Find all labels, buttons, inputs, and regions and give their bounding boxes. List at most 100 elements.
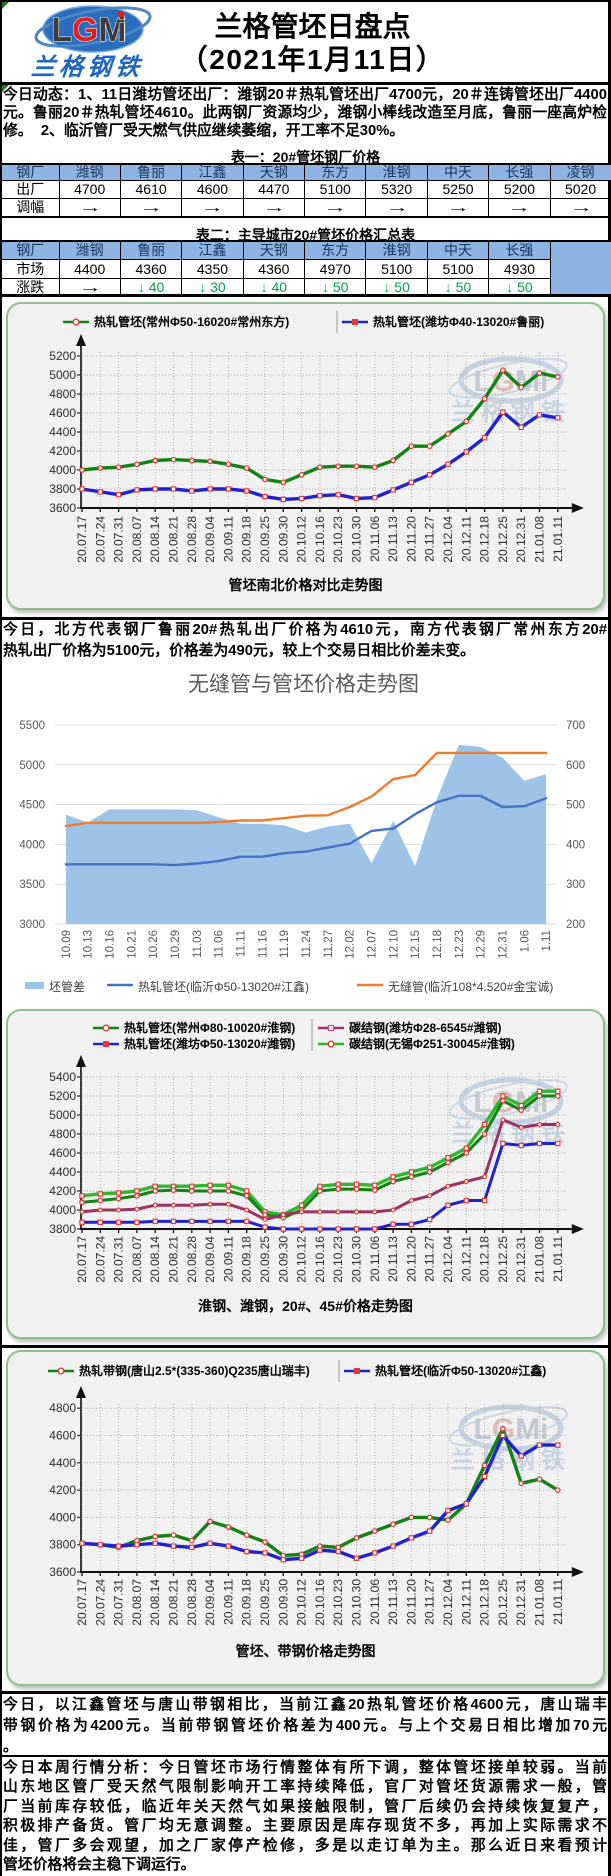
svg-text:兰格钢铁: 兰格钢铁 [451,1446,571,1474]
svg-text:4600: 4600 [49,1146,76,1160]
svg-text:20.10.12: 20.10.12 [295,1579,309,1626]
svg-text:20.09.04: 20.09.04 [203,516,217,563]
svg-text:20.11.27: 20.11.27 [423,516,437,562]
svg-text:10.21: 10.21 [126,930,138,959]
svg-text:热轧管坯(常州Φ50-16020#常州东方): 热轧管坯(常州Φ50-16020#常州东方) [94,314,289,329]
svg-text:20.09.18: 20.09.18 [240,516,254,563]
svg-text:20.08.07: 20.08.07 [130,1236,144,1283]
svg-text:20.08.14: 20.08.14 [148,516,162,563]
svg-text:21.01.11: 21.01.11 [551,1579,565,1625]
svg-text:20.11.06: 20.11.06 [368,516,382,562]
svg-text:20.11.06: 20.11.06 [368,1236,382,1282]
svg-text:11.27: 11.27 [323,930,335,958]
svg-text:21.01.08: 21.01.08 [533,1236,547,1283]
svg-text:20.11.13: 20.11.13 [386,1236,400,1282]
svg-text:11.16: 11.16 [257,930,269,958]
svg-text:20.12.31: 20.12.31 [514,516,528,563]
svg-text:10.13: 10.13 [83,930,95,959]
svg-text:5000: 5000 [49,368,76,382]
svg-text:20.12.11: 20.12.11 [459,516,473,562]
svg-text:20.08.07: 20.08.07 [130,516,144,563]
svg-text:20.08.28: 20.08.28 [185,1579,199,1626]
svg-text:12.31: 12.31 [497,930,509,959]
svg-text:20.12.31: 20.12.31 [514,1579,528,1626]
svg-text:3600: 3600 [49,1565,76,1579]
svg-text:4800: 4800 [49,1127,76,1141]
svg-text:20.11.20: 20.11.20 [404,516,418,562]
svg-text:12.23: 12.23 [454,930,466,959]
svg-text:20.09.30: 20.09.30 [276,1236,290,1283]
svg-text:无缝管与管坯价格走势图: 无缝管与管坯价格走势图 [188,673,419,696]
svg-text:20.09.04: 20.09.04 [203,1236,217,1283]
svg-text:4000: 4000 [49,463,76,477]
svg-text:20.10.12: 20.10.12 [295,516,309,563]
svg-text:20.08.21: 20.08.21 [167,516,181,563]
svg-text:4200: 4200 [49,1483,76,1497]
svg-text:20.10.30: 20.10.30 [350,1236,364,1283]
svg-text:12.02: 12.02 [345,930,357,959]
svg-text:i: i [117,11,126,49]
svg-text:LGMi: LGMi [473,1413,548,1446]
svg-text:4600: 4600 [49,1429,76,1443]
svg-text:LGM: LGM [51,11,127,49]
svg-text:10.16: 10.16 [105,930,117,959]
svg-text:700: 700 [566,720,585,732]
svg-text:20.10.16: 20.10.16 [313,1236,327,1283]
svg-text:4400: 4400 [49,425,76,439]
svg-text:20.08.14: 20.08.14 [148,1236,162,1283]
svg-text:20.07.24: 20.07.24 [93,516,107,563]
svg-text:3800: 3800 [49,1222,76,1236]
svg-text:1.06: 1.06 [519,930,531,952]
svg-text:11.24: 11.24 [301,929,313,958]
svg-text:20.10.30: 20.10.30 [350,1579,364,1626]
svg-text:20.12.18: 20.12.18 [478,1236,492,1283]
svg-text:3000: 3000 [19,919,45,931]
svg-text:20.10.30: 20.10.30 [350,516,364,563]
svg-text:碳结钢(潍坊Φ28-6545#潍钢): 碳结钢(潍坊Φ28-6545#潍钢) [349,1020,502,1035]
svg-text:20.08.28: 20.08.28 [185,516,199,563]
svg-text:20.08.28: 20.08.28 [185,1236,199,1283]
svg-text:3800: 3800 [49,1538,76,1552]
svg-text:4800: 4800 [49,1401,76,1415]
svg-text:20.10.23: 20.10.23 [331,516,345,563]
svg-text:4500: 4500 [19,800,45,812]
svg-text:20.12.11: 20.12.11 [459,1579,473,1625]
svg-text:12.10: 12.10 [388,930,400,959]
svg-text:20.11.13: 20.11.13 [386,1579,400,1625]
svg-text:4400: 4400 [49,1165,76,1179]
svg-text:20.10.16: 20.10.16 [313,516,327,563]
svg-text:5000: 5000 [49,1108,76,1122]
svg-text:无缝管(临沂108*4.520#金宝诚): 无缝管(临沂108*4.520#金宝诚) [388,979,553,994]
svg-text:20.08.14: 20.08.14 [148,1579,162,1626]
svg-text:管坯、带钢价格走势图: 管坯、带钢价格走势图 [236,1643,376,1659]
svg-text:20.12.04: 20.12.04 [441,1579,455,1626]
svg-text:20.07.24: 20.07.24 [93,1236,107,1283]
svg-text:11.19: 11.19 [279,930,291,958]
svg-text:20.12.11: 20.12.11 [459,1236,473,1282]
svg-text:11.06: 11.06 [214,930,226,958]
svg-text:20.07.24: 20.07.24 [93,1579,107,1626]
svg-text:20.11.27: 20.11.27 [423,1579,437,1625]
svg-text:600: 600 [566,760,585,772]
svg-text:LGMi: LGMi [473,365,548,398]
svg-text:20.07.17: 20.07.17 [75,1579,89,1626]
svg-text:20.10.16: 20.10.16 [313,1579,327,1626]
svg-text:10.26: 10.26 [148,930,160,959]
svg-text:20.07.17: 20.07.17 [75,516,89,563]
svg-text:12.07: 12.07 [367,930,379,959]
svg-text:20.09.25: 20.09.25 [258,516,272,563]
svg-text:20.10.23: 20.10.23 [331,1579,345,1626]
svg-text:兰格钢铁: 兰格钢铁 [30,54,144,80]
svg-text:热轧管坯(临沂Φ50-13020#江鑫): 热轧管坯(临沂Φ50-13020#江鑫) [138,979,309,994]
svg-text:20.08.21: 20.08.21 [167,1236,181,1283]
svg-text:300: 300 [566,879,585,891]
svg-text:21.01.08: 21.01.08 [533,1579,547,1626]
svg-text:20.09.11: 20.09.11 [221,516,235,562]
svg-text:20.09.30: 20.09.30 [276,1579,290,1626]
svg-text:20.10.12: 20.10.12 [295,1236,309,1283]
svg-text:20.10.23: 20.10.23 [331,1236,345,1283]
svg-text:20.12.25: 20.12.25 [496,516,510,563]
svg-text:4200: 4200 [49,444,76,458]
svg-text:21.01.11: 21.01.11 [551,516,565,562]
svg-text:20.09.18: 20.09.18 [240,1579,254,1626]
